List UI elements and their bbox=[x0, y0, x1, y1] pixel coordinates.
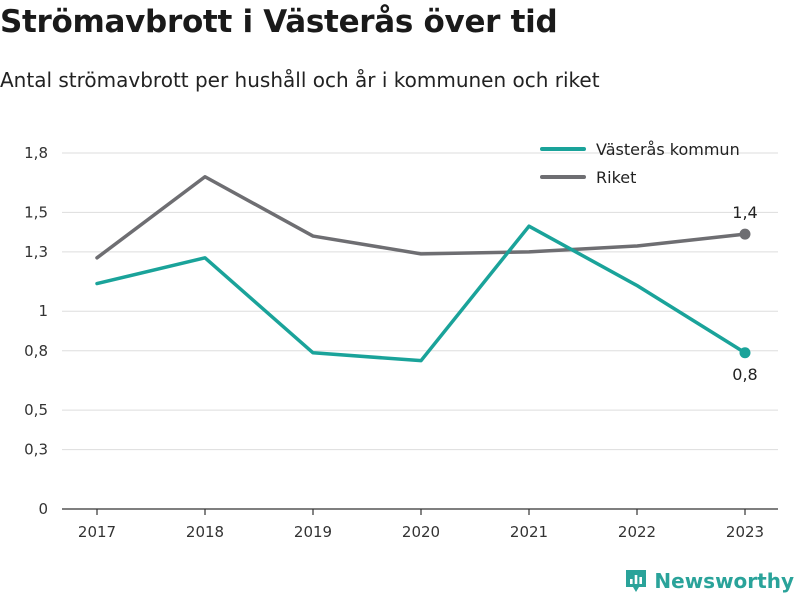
y-tick-label: 0,5 bbox=[24, 401, 48, 419]
series-end-point-1 bbox=[739, 228, 751, 240]
y-tick-label: 1 bbox=[38, 302, 48, 320]
y-tick-label: 0,3 bbox=[24, 441, 48, 459]
legend-label: Riket bbox=[596, 168, 636, 187]
legend: Västerås kommun Riket bbox=[540, 140, 740, 187]
newsworthy-logo-icon bbox=[626, 570, 647, 592]
chart-subtitle: Antal strömavbrott per hushåll och år i … bbox=[0, 68, 600, 92]
chart-title: Strömavbrott i Västerås över tid bbox=[0, 4, 558, 40]
grid-lines bbox=[62, 152, 778, 451]
x-tick-label: 2020 bbox=[402, 523, 440, 541]
legend-label: Västerås kommun bbox=[596, 140, 740, 159]
y-tick-label: 0,8 bbox=[24, 342, 48, 360]
x-tick-label: 2017 bbox=[78, 523, 116, 541]
series-end-label-0: 0,8 bbox=[732, 365, 757, 384]
brand-logo: Newsworthy bbox=[624, 568, 794, 594]
y-tick-label: 1,3 bbox=[24, 243, 48, 261]
series-end-point-0 bbox=[739, 347, 751, 359]
x-tick-label: 2023 bbox=[726, 523, 764, 541]
series-lines: 1,4 0,8 bbox=[95, 174, 758, 384]
series-line-1 bbox=[95, 174, 747, 260]
y-tick-label: 1,5 bbox=[24, 203, 48, 221]
x-tick-label: 2019 bbox=[294, 523, 332, 541]
x-tick-label: 2018 bbox=[186, 523, 224, 541]
series-line-0 bbox=[95, 224, 747, 363]
axes: 0 0,3 0,5 0,8 1 1,3 1,5 1,8 2017 2018 2019 2020 2021… bbox=[24, 144, 778, 541]
brand-name: Newsworthy bbox=[654, 569, 794, 593]
x-tick-label: 2021 bbox=[510, 523, 548, 541]
x-tick-label: 2022 bbox=[618, 523, 656, 541]
series-end-label-1: 1,4 bbox=[732, 203, 757, 222]
y-tick-label: 0 bbox=[38, 500, 48, 518]
y-tick-label: 1,8 bbox=[24, 144, 48, 162]
